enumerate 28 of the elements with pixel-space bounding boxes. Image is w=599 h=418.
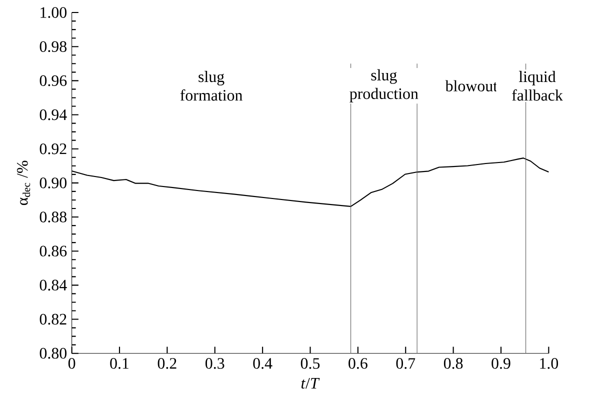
y-tick-label: 0.92 [40, 144, 66, 154]
x-tick-label: 0.8 [444, 358, 463, 370]
y-tick-label: 0.82 [40, 314, 66, 325]
y-tick-label: 0.88 [40, 212, 66, 223]
x-tick-label: 0.6 [348, 358, 368, 370]
annotation: slug production [350, 69, 418, 103]
x-tick-label: 0.9 [492, 358, 510, 370]
annotation: blowout [445, 80, 498, 92]
y-tick-label: 0.94 [40, 110, 67, 120]
x-tick-label: 0.3 [206, 358, 224, 370]
x-tick-label: 0.5 [300, 358, 320, 370]
y-tick-label: 0.90 [40, 178, 66, 189]
x-tick-label: 0.1 [110, 358, 129, 370]
x-tick-label: 0.4 [253, 358, 272, 370]
annotation: slug formation [180, 71, 242, 101]
x-tick-label: 1.0 [540, 358, 558, 370]
y-tick-label: 0.86 [40, 246, 67, 257]
x-tick-label: 0 [68, 358, 76, 369]
y-tick-label: 0.96 [40, 75, 67, 86]
y-axis-title: α$_{dec}$ /% [17, 160, 30, 206]
x-axis-title: t/T [301, 378, 320, 389]
y-tick-label: 1.00 [40, 7, 66, 18]
annotation: liquid fallback [512, 71, 563, 101]
y-tick-label: 0.98 [40, 41, 66, 52]
y-tick-label: 0.84 [40, 280, 67, 291]
x-tick-label: 0.7 [396, 358, 416, 370]
y-tick-label: 0.80 [40, 348, 66, 359]
x-tick-label: 0.2 [158, 358, 176, 370]
